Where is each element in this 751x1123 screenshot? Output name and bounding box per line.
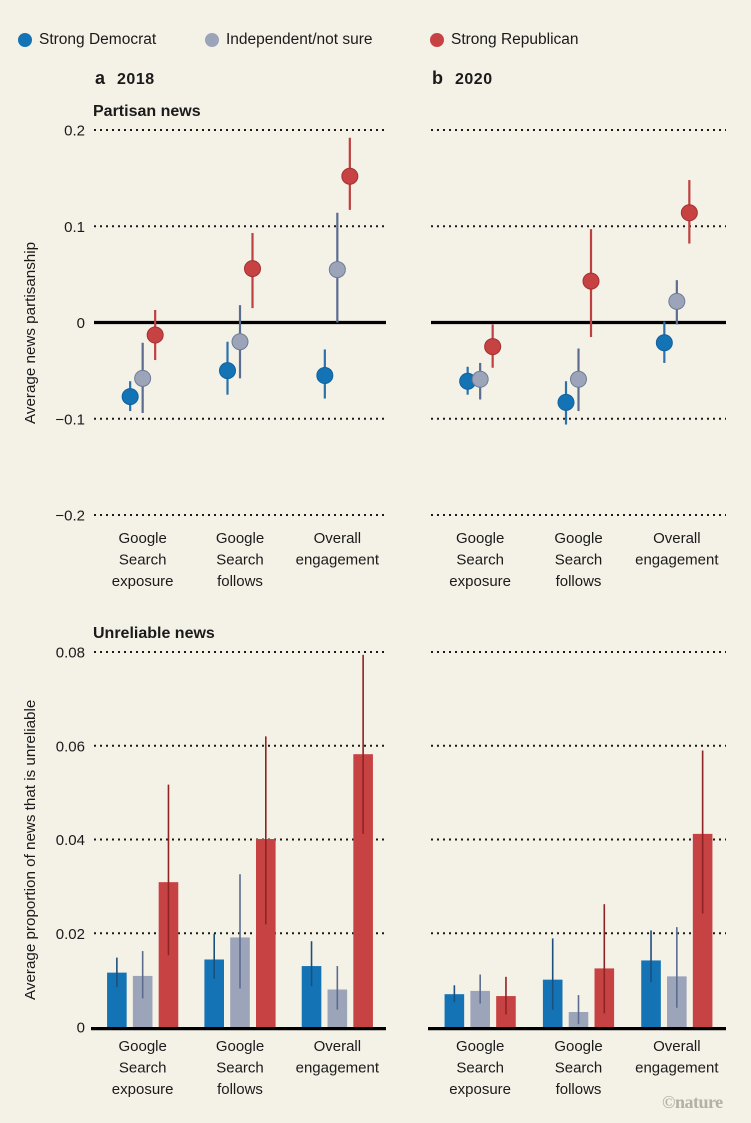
category-label: exposure bbox=[449, 1081, 511, 1098]
data-point bbox=[570, 370, 587, 388]
data-point bbox=[668, 292, 686, 310]
independent-dot-icon bbox=[205, 33, 219, 47]
y-tick-label: 0.1 bbox=[64, 219, 85, 236]
category-label: Search bbox=[555, 1060, 603, 1077]
nature-watermark: ©nature bbox=[662, 1092, 723, 1112]
category-label: Search bbox=[555, 552, 603, 569]
y-tick-label: 0.04 bbox=[56, 832, 85, 849]
category-label: engagement bbox=[296, 552, 380, 569]
data-point bbox=[484, 338, 502, 356]
category-label: follows bbox=[556, 573, 602, 590]
category-label: Search bbox=[456, 1060, 504, 1077]
data-point bbox=[582, 272, 600, 290]
legend-item-democrat: Strong Democrat bbox=[18, 31, 156, 49]
data-point bbox=[121, 388, 139, 406]
y-tick-label: −0.2 bbox=[55, 508, 85, 525]
bar bbox=[353, 754, 373, 1027]
category-label: Google bbox=[554, 530, 602, 547]
bar bbox=[444, 994, 465, 1027]
bar bbox=[204, 959, 224, 1027]
democrat-dot-icon bbox=[18, 33, 32, 47]
category-label: Search bbox=[119, 1060, 167, 1077]
bar bbox=[301, 966, 322, 1027]
category-label: Google bbox=[216, 530, 264, 547]
y-tick-label: 0.06 bbox=[56, 738, 85, 755]
category-label: Overall bbox=[314, 1038, 362, 1055]
y-tick-label: 0.08 bbox=[56, 645, 85, 662]
category-label: Overall bbox=[653, 1038, 701, 1055]
bar bbox=[692, 833, 713, 1027]
legend-label-independent: Independent/not sure bbox=[226, 31, 373, 48]
category-label: follows bbox=[217, 1081, 263, 1098]
data-point bbox=[328, 261, 346, 279]
panel-year-a: 2018 bbox=[117, 71, 155, 88]
bar bbox=[641, 960, 661, 1027]
category-label: Google bbox=[216, 1038, 264, 1055]
data-point bbox=[134, 369, 152, 387]
panel-label-b: b 2020 bbox=[432, 68, 493, 89]
data-point bbox=[680, 204, 698, 222]
category-label: engagement bbox=[635, 1060, 719, 1077]
data-point bbox=[244, 260, 261, 278]
category-label: engagement bbox=[635, 552, 719, 569]
category-label: Google bbox=[456, 530, 504, 547]
y-tick-label: 0 bbox=[77, 315, 85, 332]
data-point bbox=[341, 167, 359, 185]
category-label: Overall bbox=[314, 530, 362, 547]
partisan-news-title: Partisan news bbox=[93, 103, 201, 120]
category-label: exposure bbox=[449, 573, 511, 590]
category-label: Search bbox=[216, 1060, 264, 1077]
category-label: exposure bbox=[112, 573, 174, 590]
category-label: follows bbox=[217, 573, 263, 590]
y-tick-label: 0.2 bbox=[64, 123, 85, 140]
y-tick-label: 0 bbox=[77, 1020, 85, 1037]
unreliable-news-title: Unreliable news bbox=[93, 625, 215, 642]
data-point bbox=[219, 362, 236, 380]
bar bbox=[470, 990, 490, 1027]
legend-item-republican: Strong Republican bbox=[430, 31, 579, 49]
category-label: exposure bbox=[112, 1081, 174, 1098]
category-label: follows bbox=[556, 1081, 602, 1098]
legend-label-democrat: Strong Democrat bbox=[39, 31, 157, 48]
bar bbox=[107, 972, 127, 1027]
category-label: Google bbox=[456, 1038, 504, 1055]
category-label: Search bbox=[456, 552, 504, 569]
y-tick-label: −0.1 bbox=[55, 411, 85, 428]
chart-partisan-2020: Google Search exposure Google Search follows O… bbox=[431, 129, 726, 590]
data-point bbox=[231, 333, 249, 351]
chart-unreliable-2018: 0.08 0.06 0.04 0.02 0 Google Search exposure Goo… bbox=[56, 645, 386, 1098]
category-label: Search bbox=[216, 552, 264, 569]
chart-partisan-2018: 0.2 0.1 0 −0.1 −0.2 Google Search exposure Googl… bbox=[55, 123, 386, 590]
bar bbox=[256, 839, 276, 1027]
panel-year-b: 2020 bbox=[455, 71, 493, 88]
data-point bbox=[316, 366, 334, 384]
data-point bbox=[146, 326, 164, 344]
legend-item-independent: Independent/not sure bbox=[205, 31, 373, 49]
bar bbox=[132, 975, 153, 1027]
republican-dot-icon bbox=[430, 33, 444, 47]
category-label: Google bbox=[118, 1038, 166, 1055]
category-label: Overall bbox=[653, 530, 701, 547]
category-label: Google bbox=[554, 1038, 602, 1055]
legend-label-republican: Strong Republican bbox=[451, 31, 579, 48]
category-label: Google bbox=[118, 530, 166, 547]
category-label: engagement bbox=[296, 1060, 380, 1077]
panel-label-a: a 2018 bbox=[95, 68, 155, 89]
panel-letter-a: a bbox=[95, 68, 106, 88]
data-point bbox=[655, 334, 673, 352]
chart-unreliable-2020: Google Search exposure Google Search follows O… bbox=[428, 651, 726, 1098]
category-label: Search bbox=[119, 552, 167, 569]
panel-letter-b: b bbox=[432, 68, 443, 88]
data-point bbox=[471, 370, 489, 388]
y-tick-label: 0.02 bbox=[56, 926, 85, 943]
data-point bbox=[557, 393, 575, 411]
